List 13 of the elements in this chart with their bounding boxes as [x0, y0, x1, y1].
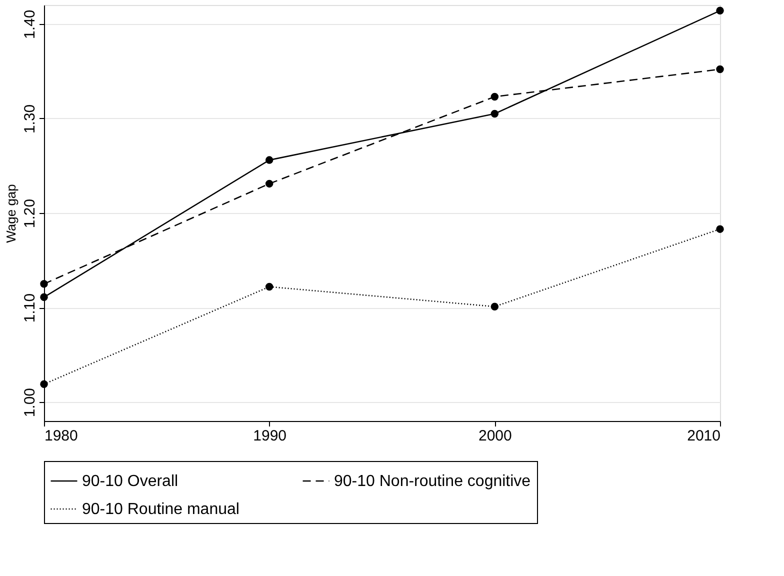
y-tick-label: 1.40: [22, 10, 38, 40]
y-tick-label: 1.30: [22, 104, 38, 134]
x-tick-label: 1990: [253, 428, 287, 444]
y-tick-label: 1.00: [22, 388, 38, 418]
x-tick-label: 2000: [478, 428, 512, 444]
legend-label: 90-10 Routine manual: [82, 501, 240, 518]
x-tick-label: 2010: [687, 428, 720, 444]
y-axis-title: Wage gap: [4, 184, 18, 243]
y-tick-label: 1.20: [22, 198, 38, 228]
x-tick-label: 1980: [44, 428, 78, 444]
legend-label: 90-10 Non-routine cognitive: [334, 473, 531, 490]
legend-label: 90-10 Overall: [82, 473, 178, 490]
y-tick-label: 1.10: [22, 293, 38, 323]
